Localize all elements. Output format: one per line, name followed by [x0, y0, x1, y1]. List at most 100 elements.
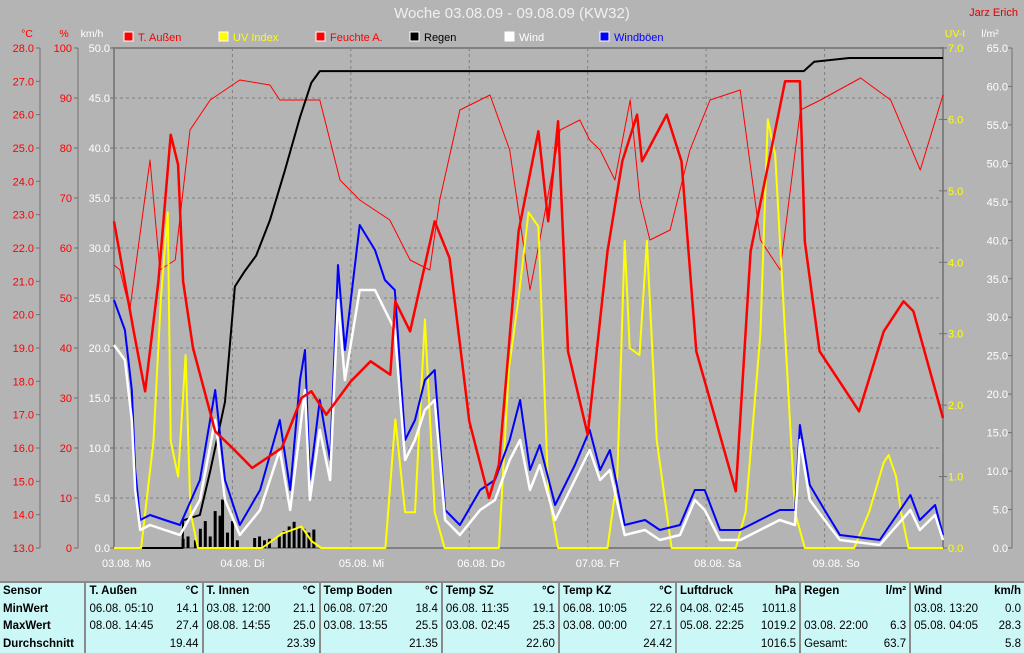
axis-tick-label-temp: 21.0 [13, 276, 34, 288]
legend-swatch [599, 31, 610, 42]
axis-tick-label-temp: 25.0 [13, 143, 34, 155]
stats-value: hPa [753, 582, 802, 601]
axis-tick-label-hum: 70 [60, 193, 72, 205]
axis-tick-label-temp: 18.0 [13, 376, 34, 388]
rain-bar [225, 532, 229, 548]
axis-tick-label-uv: 6.0 [948, 114, 963, 126]
stats-cell: 03.08. 00:00 [562, 620, 627, 633]
stats-cell: 03.08. 13:55 [323, 620, 388, 633]
stats-cell: Temp SZ [445, 585, 494, 598]
rain-bar [203, 521, 207, 548]
axis-tick-label-wind: 0.0 [95, 543, 110, 555]
stats-cell: 03.08. 02:45 [445, 620, 510, 633]
stats-value: °C [163, 582, 204, 601]
stats-value: 5.8 [1005, 637, 1021, 650]
x-tick-label: 08.08. Sa [694, 558, 742, 570]
stats-cell [442, 635, 520, 653]
stats-value: 27.4 [163, 618, 204, 636]
rain-bar [287, 526, 291, 548]
x-tick-label: 07.08. Fr [576, 558, 620, 570]
axis-tick-label-temp: 26.0 [13, 110, 34, 122]
axis-tick-label-uv: 1.0 [948, 472, 963, 484]
axis-tick-label-temp: 28.0 [13, 43, 34, 55]
stats-cell: 04.08. 02:45 [680, 602, 744, 615]
rain-bar [235, 540, 239, 548]
series-line-uv-index [114, 118, 943, 549]
stats-value: 25.0 [280, 618, 321, 636]
stats-value: 24.42 [636, 635, 678, 653]
axis-tick-label-temp: 14.0 [13, 510, 34, 522]
stats-value: °C [519, 582, 560, 601]
rain-bar [302, 528, 306, 548]
axis-tick-label-temp: 15.0 [13, 476, 34, 488]
x-tick-label: 06.08. Do [457, 558, 505, 570]
stats-cell [910, 635, 988, 653]
axis-tick-label-wind: 30.0 [89, 243, 110, 255]
rain-bar [263, 540, 267, 548]
rain-bar [277, 536, 281, 548]
rain-bar [221, 499, 225, 548]
axis-tick-label-hum: 0 [66, 543, 72, 555]
chart-title: Woche 03.08.09 - 09.08.09 (KW32) [394, 5, 630, 22]
axis-tick-label-rain: 30.0 [987, 312, 1008, 324]
author-label: Jarz Erich [969, 7, 1018, 19]
stats-value: 28.3 [998, 620, 1021, 633]
stats-value: 21.1 [280, 600, 321, 618]
stats-value: 1011.8 [753, 600, 802, 618]
axis-tick-label-wind: 15.0 [89, 393, 110, 405]
stats-cell: Temp KZ [562, 585, 612, 598]
rain-bar [292, 521, 296, 548]
axis-tick-label-hum: 80 [60, 143, 72, 155]
stats-value: 27.1 [636, 618, 678, 636]
axis-tick-label-temp: 19.0 [13, 343, 34, 355]
stats-cell: 06.08. 07:20 [323, 602, 388, 615]
stats-value: 6.3 [877, 618, 912, 636]
stats-cell [320, 635, 403, 653]
axis-tick-label-wind: 20.0 [89, 343, 110, 355]
x-tick-label: 05.08. Mi [339, 558, 384, 570]
legend-item-label: Regen [424, 32, 456, 44]
stats-value: 23.39 [280, 635, 321, 653]
axis-tick-label-rain: 40.0 [987, 235, 1008, 247]
stats-cell: 08.08. 14:55 [206, 620, 271, 633]
axis-tick-label-wind: 10.0 [89, 443, 110, 455]
stats-cell [203, 635, 281, 653]
legend-swatch [504, 31, 515, 42]
axis-tick-label-temp: 17.0 [13, 410, 34, 422]
legend-item-label: Windböen [614, 32, 664, 44]
legend-item-label: Feuchte A. [330, 32, 383, 44]
axis-tick-label-rain: 55.0 [987, 120, 1008, 132]
x-tick-label: 09.08. So [813, 558, 860, 570]
axis-unit-rain: l/m² [981, 28, 999, 40]
stats-value: 19.44 [163, 635, 204, 653]
stats-value: °C [636, 582, 678, 601]
axis-tick-label-hum: 10 [60, 493, 72, 505]
series-line-feuchte-a- [113, 77, 944, 311]
stats-cell: Wind [914, 585, 943, 598]
rain-bar [282, 531, 286, 548]
rain-bar [307, 532, 311, 548]
stats-value: 25.5 [402, 618, 443, 636]
stats-row-label: Durchschnitt [0, 635, 87, 653]
axis-tick-label-rain: 15.0 [987, 428, 1008, 440]
axis-tick-label-temp: 16.0 [13, 443, 34, 455]
axis-tick-label-hum: 40 [60, 343, 72, 355]
stats-value: 1016.5 [753, 635, 802, 653]
stats-table: Sensor T. Außen °C T. Innen °C Temp Boden °C Te… [0, 581, 1024, 653]
series-line-t-au-en [112, 80, 945, 500]
axis-tick-label-wind: 40.0 [89, 143, 110, 155]
x-tick-label: 04.08. Di [220, 558, 264, 570]
stats-cell [559, 635, 637, 653]
stats-cell: 06.08. 10:05 [562, 602, 627, 615]
stats-cell: Regen [804, 585, 840, 598]
stats-value: l/m² [877, 582, 912, 601]
stats-cell [85, 635, 163, 653]
axis-tick-label-rain: 50.0 [987, 158, 1008, 170]
axis-tick-label-uv: 4.0 [948, 257, 963, 269]
stats-value [877, 600, 912, 618]
stats-cell: 08.08. 14:45 [89, 620, 154, 633]
stats-value: 21.35 [402, 635, 443, 653]
stats-value: 25.3 [519, 618, 560, 636]
axis-tick-label-hum: 60 [60, 243, 72, 255]
axis-tick-label-hum: 50 [60, 293, 72, 305]
